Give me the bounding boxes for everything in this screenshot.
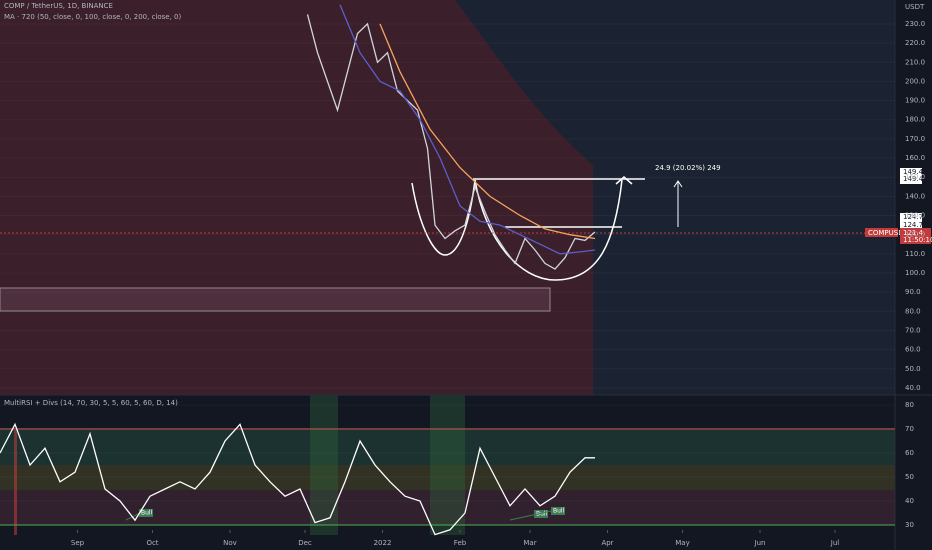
y-tick-label: 90.0 — [905, 288, 921, 296]
title: COMP / TetherUS, 1D, BINANCE — [4, 2, 113, 10]
x-tick-label: Feb — [454, 539, 467, 547]
subtitle: MA · 720 (50, close, 0, 100, close, 0, 2… — [4, 13, 182, 21]
symbol-label: COMPUSDT — [868, 229, 909, 237]
y-tick-label: 70.0 — [905, 326, 921, 334]
series-line — [379, 23, 596, 240]
y-tick-label: 80.0 — [905, 307, 921, 315]
y-tick-label: 130.0 — [905, 212, 925, 220]
arrow — [615, 176, 633, 185]
y-tick-label: 170.0 — [905, 135, 925, 143]
countdown: 11:50:10 — [903, 236, 932, 244]
bull-box — [534, 510, 548, 518]
target-label: 149.4 — [903, 175, 924, 183]
div-line — [125, 512, 141, 521]
support-box — [0, 287, 551, 312]
breakout-label: 124.7 — [903, 213, 923, 221]
x-tick-label: 2022 — [374, 539, 392, 547]
series-line — [0, 422, 595, 536]
x-tick-label: Oct — [146, 539, 158, 547]
x-tick-label: Sep — [71, 539, 85, 547]
y-tick-label: 60 — [905, 449, 914, 457]
x-tick-label: May — [675, 539, 689, 547]
lower-band — [0, 490, 895, 525]
price-box — [900, 228, 931, 244]
y-tick-label: 100.0 — [905, 269, 925, 277]
y-tick-label: 220.0 — [905, 39, 925, 47]
y-tick-label: 120.0 — [905, 231, 925, 239]
y-tick-label: 50 — [905, 473, 914, 481]
label-box — [900, 213, 922, 229]
highlight — [14, 430, 17, 535]
rsi-title: MultiRSI + Divs (14, 70, 30, 5, 5, 60, 5… — [4, 399, 178, 407]
x-tick-label: Jun — [754, 539, 766, 547]
y-tick-label: 200.0 — [905, 77, 925, 85]
y-tick-label: 160.0 — [905, 154, 925, 162]
bull-box — [551, 507, 565, 515]
bull-label: Bull — [536, 511, 548, 518]
y-tick-label: 180.0 — [905, 116, 925, 124]
x-tick-label: Nov — [223, 539, 237, 547]
y-tick-label: 110.0 — [905, 250, 925, 258]
bull-label: Bull — [553, 508, 565, 515]
measure-arrow — [673, 180, 683, 188]
series-line — [306, 14, 596, 270]
x-tick-label: Apr — [601, 539, 613, 547]
upper-band — [0, 428, 895, 465]
y-tick-label: 30 — [905, 521, 914, 529]
y-tick-label: 210.0 — [905, 58, 925, 66]
y-tick-label: 230.0 — [905, 20, 925, 28]
y-tick-label: 50.0 — [905, 365, 921, 373]
highlight — [310, 395, 338, 535]
y-tick-label: 40.0 — [905, 384, 921, 392]
y-tick-label: 60.0 — [905, 346, 921, 354]
x-tick-label: Jul — [830, 539, 840, 547]
bull-box — [139, 509, 153, 517]
symbol-box — [865, 228, 898, 237]
y-tick-label: 40 — [905, 497, 914, 505]
y-tick-label: 140.0 — [905, 192, 925, 200]
x-tick-label: Mar — [523, 539, 536, 547]
y-tick-label: 190.0 — [905, 97, 925, 105]
unit: USDT — [905, 3, 925, 11]
last-price: 121.4 — [903, 229, 924, 237]
series-line — [339, 4, 596, 255]
cup-large — [474, 179, 623, 281]
highlight — [430, 395, 465, 535]
x-tick-label: Dec — [298, 539, 312, 547]
cup-small — [411, 179, 476, 256]
y-tick-label: 150.0 — [905, 173, 925, 181]
mid-band — [0, 465, 895, 490]
y-tick-label: 80 — [905, 401, 914, 409]
div-line — [509, 510, 552, 521]
measure-label: 24.9 (20.02%) 249 — [655, 164, 721, 172]
label-box — [900, 168, 922, 184]
breakout-label: 124.7 — [903, 221, 923, 229]
bull-label: Bull — [141, 510, 153, 517]
target-label: 149.4 — [903, 168, 924, 176]
y-tick-label: 70 — [905, 425, 914, 433]
